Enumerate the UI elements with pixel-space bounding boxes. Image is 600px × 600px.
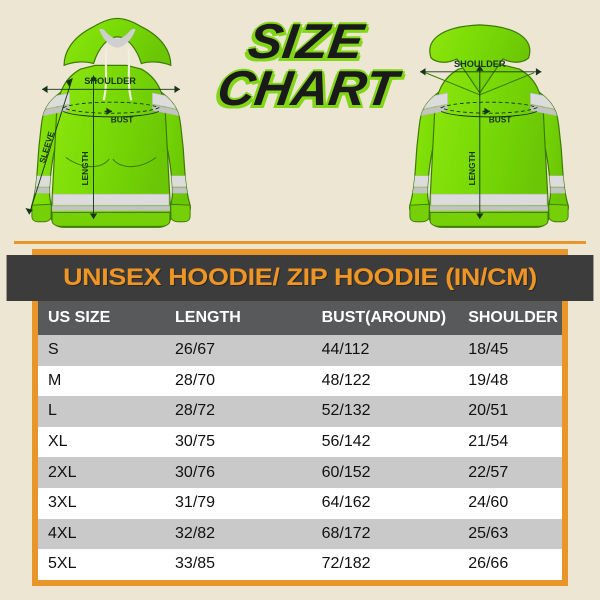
svg-text:LENGTH: LENGTH bbox=[468, 151, 477, 185]
svg-text:SHOULDER: SHOULDER bbox=[84, 76, 136, 86]
svg-text:BUST: BUST bbox=[489, 115, 512, 124]
svg-text:SHOULDER: SHOULDER bbox=[454, 59, 506, 69]
svg-text:LENGTH: LENGTH bbox=[81, 151, 90, 185]
svg-text:BUST: BUST bbox=[111, 115, 134, 124]
